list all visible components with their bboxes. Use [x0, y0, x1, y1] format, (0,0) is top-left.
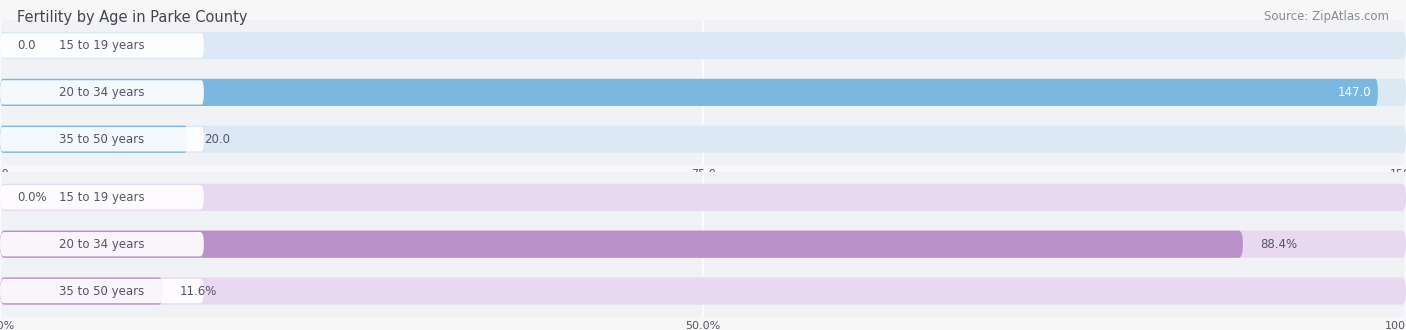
FancyBboxPatch shape	[0, 279, 204, 303]
Text: 35 to 50 years: 35 to 50 years	[59, 133, 145, 146]
FancyBboxPatch shape	[0, 79, 1378, 106]
FancyBboxPatch shape	[0, 80, 204, 105]
Text: Fertility by Age in Parke County: Fertility by Age in Parke County	[17, 10, 247, 25]
FancyBboxPatch shape	[0, 278, 163, 305]
Text: 0.0: 0.0	[17, 39, 35, 52]
Text: 15 to 19 years: 15 to 19 years	[59, 39, 145, 52]
Text: 11.6%: 11.6%	[180, 284, 218, 298]
Text: 20 to 34 years: 20 to 34 years	[59, 86, 145, 99]
Text: 147.0: 147.0	[1337, 86, 1371, 99]
FancyBboxPatch shape	[0, 231, 1243, 258]
FancyBboxPatch shape	[0, 231, 1406, 258]
Text: 0.0%: 0.0%	[17, 191, 46, 204]
FancyBboxPatch shape	[0, 127, 204, 151]
FancyBboxPatch shape	[0, 184, 1406, 211]
FancyBboxPatch shape	[0, 185, 204, 210]
Text: 15 to 19 years: 15 to 19 years	[59, 191, 145, 204]
Text: Source: ZipAtlas.com: Source: ZipAtlas.com	[1264, 10, 1389, 23]
FancyBboxPatch shape	[0, 79, 1406, 106]
Text: 35 to 50 years: 35 to 50 years	[59, 284, 145, 298]
FancyBboxPatch shape	[0, 33, 204, 58]
FancyBboxPatch shape	[0, 126, 1406, 153]
FancyBboxPatch shape	[0, 126, 187, 153]
FancyBboxPatch shape	[0, 232, 204, 256]
Text: 88.4%: 88.4%	[1260, 238, 1296, 251]
Text: 20.0: 20.0	[204, 133, 231, 146]
Text: 20 to 34 years: 20 to 34 years	[59, 238, 145, 251]
FancyBboxPatch shape	[0, 32, 1406, 59]
FancyBboxPatch shape	[0, 278, 1406, 305]
